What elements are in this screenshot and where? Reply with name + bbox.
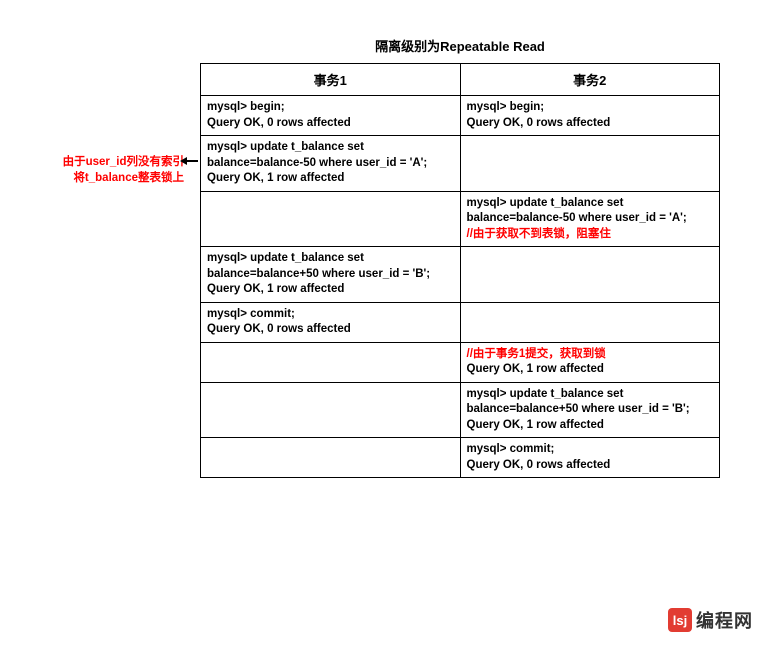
logo-badge-icon: lsj (668, 608, 692, 632)
logo-text: 编程网 (696, 607, 753, 633)
table-row: //由于事务1提交，获取到锁Query OK, 1 row affected (201, 342, 720, 382)
cell-line: //由于获取不到表锁，阻塞住 (467, 227, 714, 243)
table-cell (201, 382, 461, 438)
table-cell (460, 247, 720, 303)
cell-line: Query OK, 1 row affected (467, 418, 714, 434)
table-cell (201, 342, 461, 382)
site-logo: lsj 编程网 (668, 607, 753, 633)
table-cell: mysql> commit;Query OK, 0 rows affected (201, 302, 461, 342)
table-cell (201, 191, 461, 247)
table-cell: mysql> update t_balance set balance=bala… (460, 382, 720, 438)
cell-line: mysql> begin; (467, 100, 714, 116)
table-cell: mysql> commit;Query OK, 0 rows affected (460, 438, 720, 478)
table-row: mysql> commit;Query OK, 0 rows affected (201, 438, 720, 478)
cell-line: Query OK, 0 rows affected (467, 458, 714, 474)
table-row: mysql> begin;Query OK, 0 rows affectedmy… (201, 96, 720, 136)
cell-line: mysql> commit; (207, 307, 454, 323)
table-cell: //由于事务1提交，获取到锁Query OK, 1 row affected (460, 342, 720, 382)
cell-line: Query OK, 0 rows affected (207, 116, 454, 132)
cell-line: Query OK, 1 row affected (207, 282, 454, 298)
table-cell: mysql> update t_balance set balance=bala… (201, 136, 461, 192)
table-cell (201, 438, 461, 478)
table-cell: mysql> update t_balance set balance=bala… (460, 191, 720, 247)
side-annotation: 由于user_id列没有索引 将t_balance整表锁上 (36, 154, 184, 186)
cell-line: mysql> update t_balance set balance=bala… (207, 251, 454, 282)
table-cell: mysql> begin;Query OK, 0 rows affected (201, 96, 461, 136)
annotation-line2: 将t_balance整表锁上 (73, 172, 184, 184)
cell-line: //由于事务1提交，获取到锁 (467, 347, 714, 363)
header-col2: 事务2 (460, 64, 720, 96)
cell-line: mysql> update t_balance set balance=bala… (467, 387, 714, 418)
cell-line: mysql> commit; (467, 442, 714, 458)
table-cell (460, 302, 720, 342)
table-row: mysql> update t_balance set balance=bala… (201, 382, 720, 438)
table-row: mysql> update t_balance set balance=bala… (201, 136, 720, 192)
table-cell: mysql> update t_balance set balance=bala… (201, 247, 461, 303)
cell-line: mysql> update t_balance set balance=bala… (467, 196, 714, 227)
table-row: mysql> commit;Query OK, 0 rows affected (201, 302, 720, 342)
annotation-line1: 由于user_id列没有索引 (63, 156, 184, 168)
cell-line: mysql> begin; (207, 100, 454, 116)
cell-line: Query OK, 0 rows affected (467, 116, 714, 132)
table-row: mysql> update t_balance set balance=bala… (201, 191, 720, 247)
diagram-title: 隔离级别为Repeatable Read (200, 0, 720, 63)
table-cell: mysql> begin;Query OK, 0 rows affected (460, 96, 720, 136)
header-col1: 事务1 (201, 64, 461, 96)
table-cell (460, 136, 720, 192)
table-row: mysql> update t_balance set balance=bala… (201, 247, 720, 303)
annotation-arrow (182, 160, 198, 162)
transaction-table: 事务1 事务2 mysql> begin;Query OK, 0 rows af… (200, 63, 720, 478)
cell-line: Query OK, 1 row affected (207, 171, 454, 187)
cell-line: Query OK, 0 rows affected (207, 322, 454, 338)
cell-line: Query OK, 1 row affected (467, 362, 714, 378)
cell-line: mysql> update t_balance set balance=bala… (207, 140, 454, 171)
